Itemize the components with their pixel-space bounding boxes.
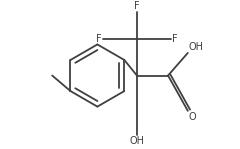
Text: O: O — [189, 112, 196, 122]
Text: OH: OH — [129, 136, 144, 146]
Text: F: F — [134, 1, 140, 11]
Text: F: F — [96, 34, 102, 44]
Text: F: F — [172, 34, 178, 44]
Text: OH: OH — [189, 42, 204, 52]
